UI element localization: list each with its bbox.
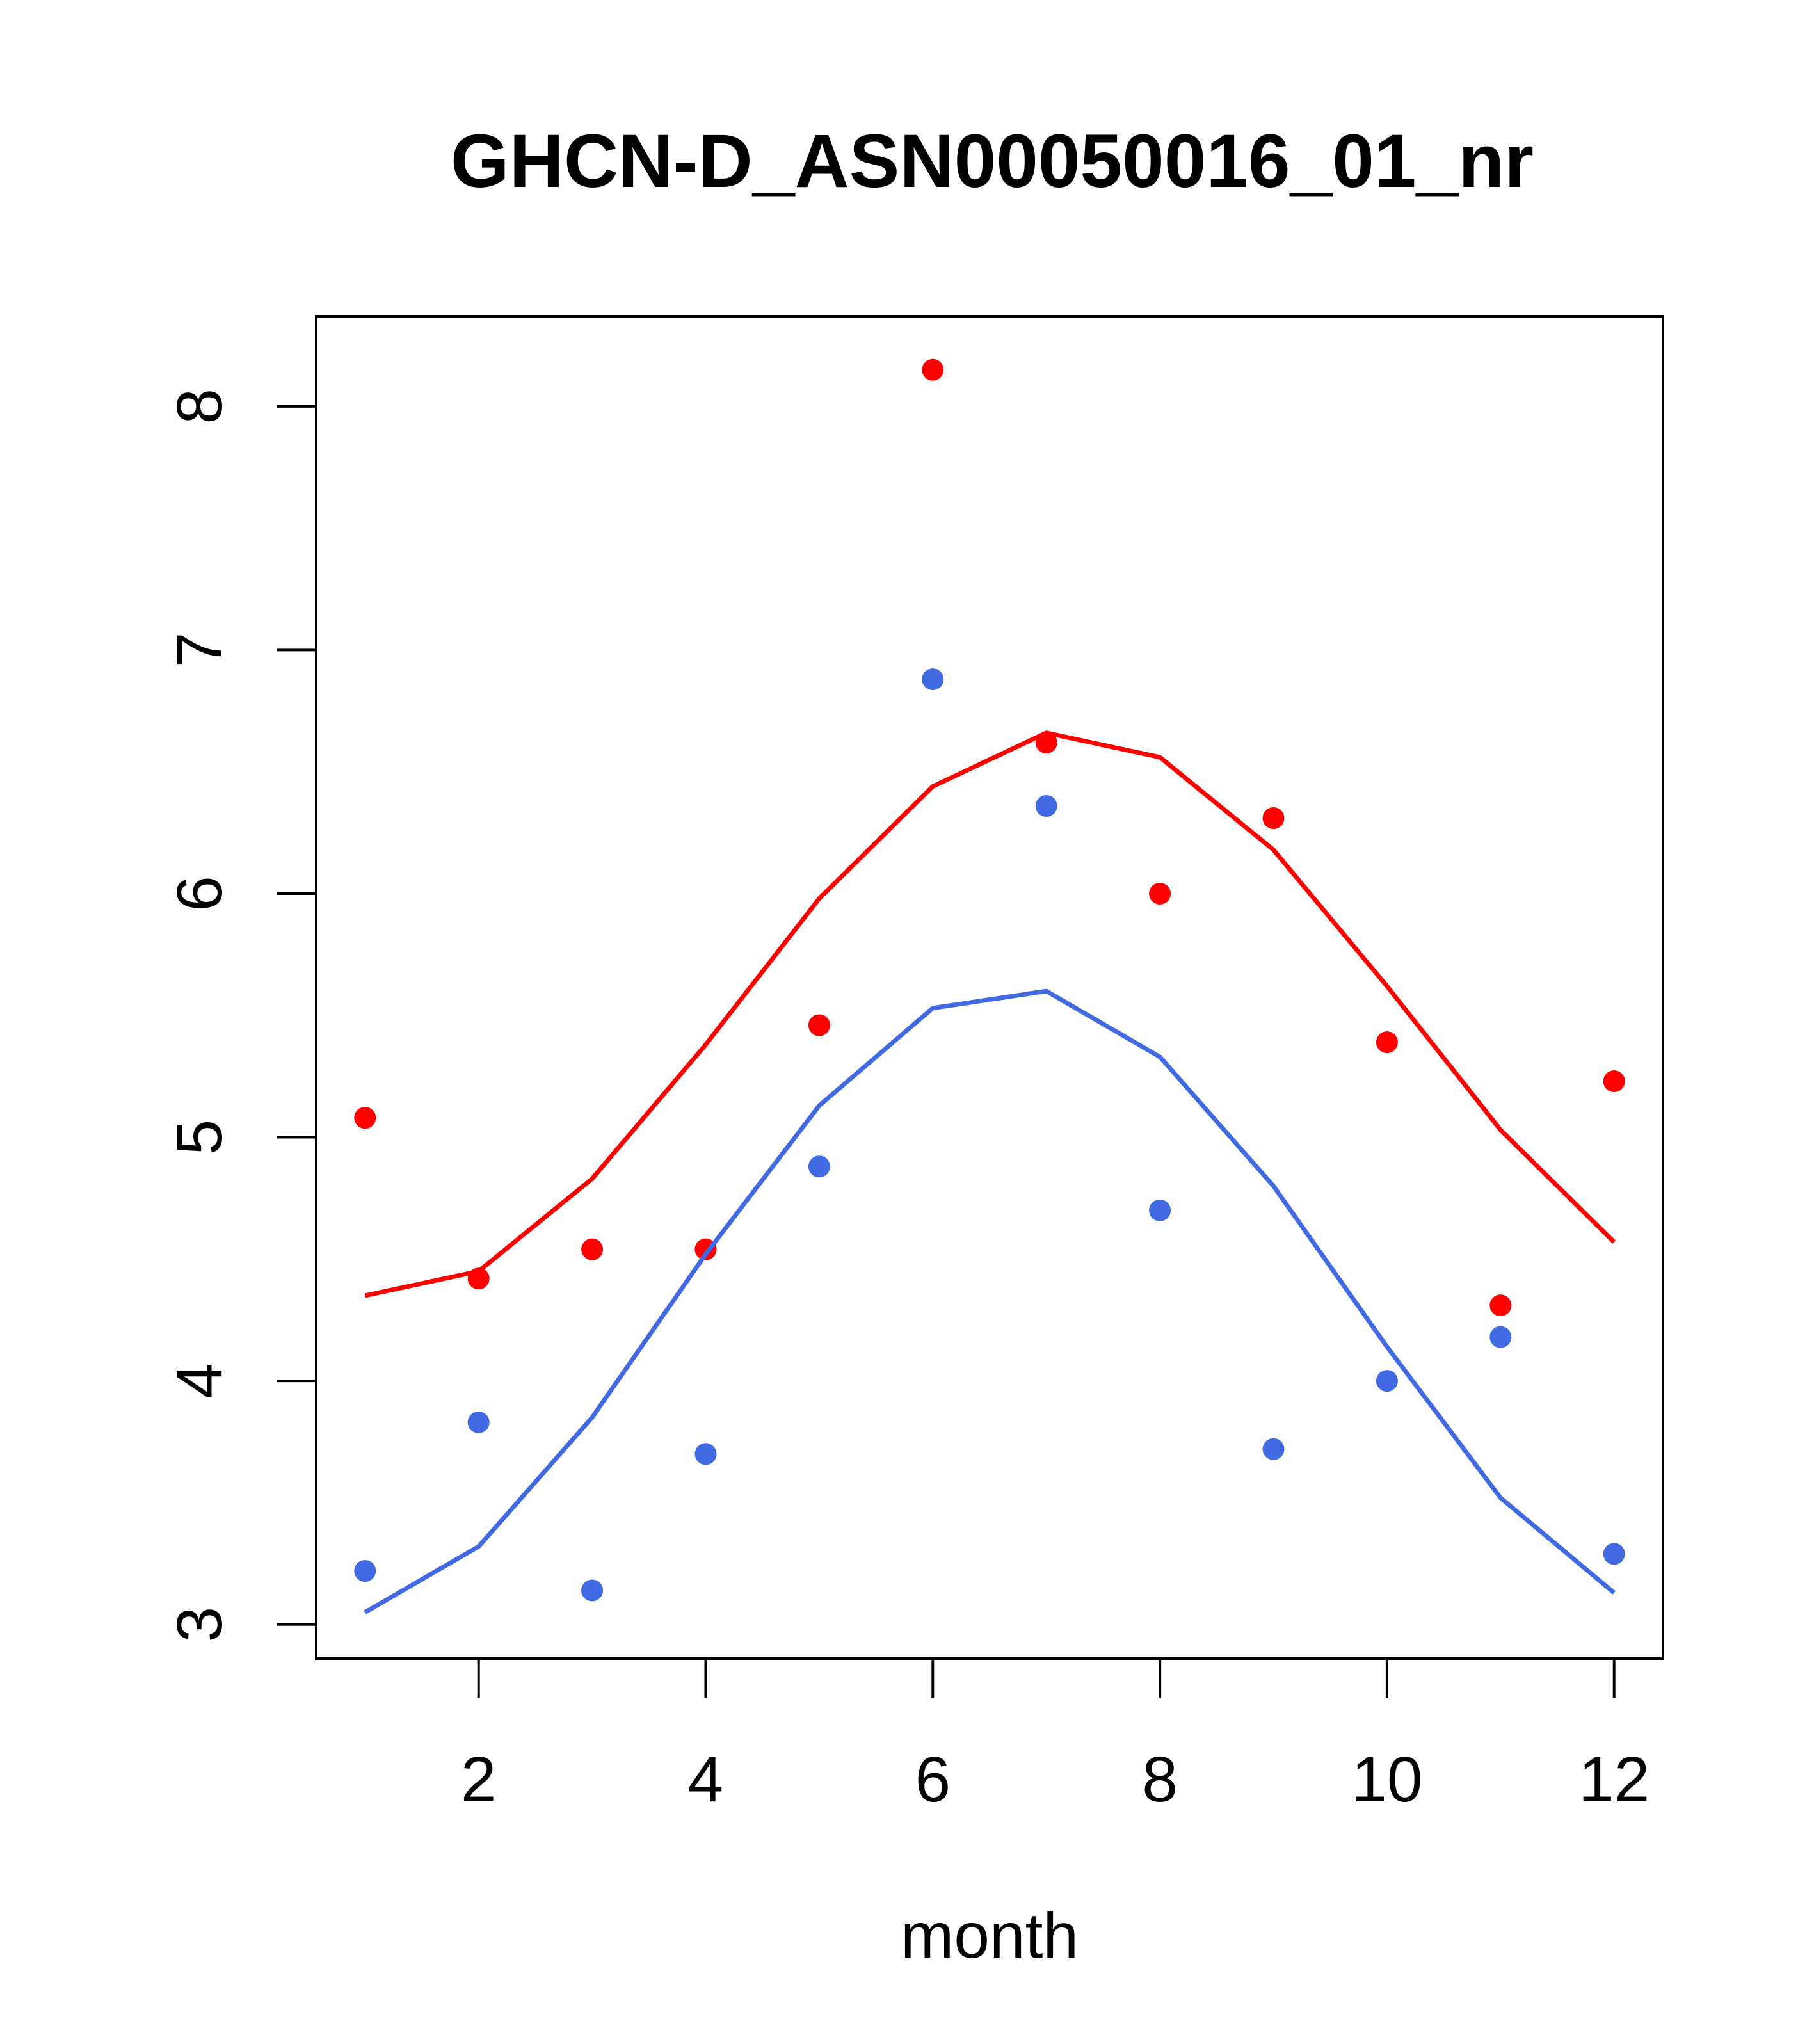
x-axis-label: month	[901, 1900, 1079, 1972]
series-1-point	[354, 1107, 376, 1129]
x-tick-label: 10	[1351, 1744, 1422, 1815]
series-1-point	[808, 1014, 830, 1036]
y-tick-label: 4	[164, 1363, 236, 1399]
series-2-point	[354, 1559, 376, 1582]
series-1-point	[922, 358, 944, 381]
y-tick-label: 7	[164, 632, 236, 668]
x-tick-label: 4	[688, 1744, 724, 1815]
x-axis: 2 4 6 8 10 12	[461, 1659, 1649, 1815]
x-tick-label: 8	[1142, 1744, 1178, 1815]
series-1-point	[1489, 1294, 1512, 1317]
series-2-point	[1149, 1199, 1171, 1221]
plot-frame	[315, 315, 1664, 1660]
y-tick-label: 3	[164, 1607, 236, 1643]
y-tick-label: 6	[164, 876, 236, 912]
y-tick-label: 5	[164, 1120, 236, 1155]
y-axis: 3 4 5 6 7 8	[164, 389, 316, 1643]
series-2-line	[364, 988, 1616, 1614]
y-tick-label: 8	[164, 389, 236, 424]
series-2-point	[467, 1411, 490, 1433]
series-1-line	[364, 730, 1616, 1298]
series-2-point	[922, 668, 944, 691]
series-1-point	[1376, 1031, 1398, 1054]
series-2-point	[1603, 1543, 1625, 1565]
series-2-point	[1035, 794, 1057, 817]
series-1-point	[581, 1238, 604, 1260]
series-2-point	[581, 1579, 604, 1602]
series-1-point	[1035, 732, 1057, 754]
x-tick-label: 12	[1578, 1744, 1649, 1815]
series-1-point	[1603, 1070, 1625, 1093]
series-2-point	[808, 1155, 830, 1178]
series-layer	[354, 358, 1625, 1614]
series-2-point	[694, 1443, 717, 1465]
chart-title: GHCN-D_ASN00050016_01_nr	[451, 119, 1534, 204]
series-2-point	[1489, 1326, 1512, 1348]
series-1-point	[467, 1267, 490, 1290]
x-tick-label: 2	[461, 1744, 497, 1815]
series-2-point	[1262, 1438, 1285, 1460]
series-2-point	[1376, 1370, 1398, 1392]
x-tick-label: 6	[915, 1744, 951, 1815]
series-1-point	[1262, 807, 1285, 829]
series-1-point	[1149, 882, 1171, 905]
